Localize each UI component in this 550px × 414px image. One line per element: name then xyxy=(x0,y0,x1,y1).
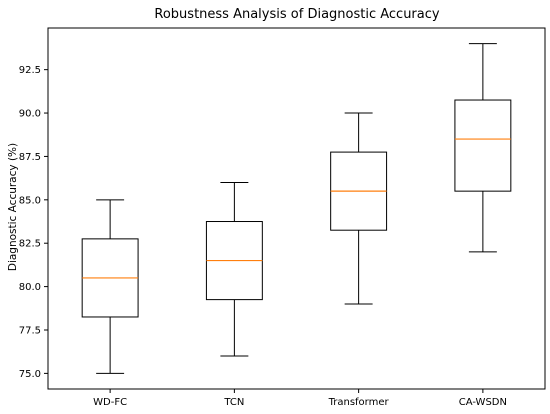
chart-title: Robustness Analysis of Diagnostic Accura… xyxy=(154,7,439,22)
y-tick-label: 82.5 xyxy=(19,239,41,250)
plot-frame xyxy=(47,27,546,390)
y-tick-label: 80.0 xyxy=(19,282,41,293)
box-iqr xyxy=(454,99,512,192)
x-tick-label: WD-FC xyxy=(93,397,127,408)
x-tick-label: Transformer xyxy=(328,397,390,408)
y-tick-label: 77.5 xyxy=(19,325,41,336)
y-tick-label: 90.0 xyxy=(19,109,41,120)
x-tick-label: CA-WSDN xyxy=(459,397,507,408)
y-tick-label: 87.5 xyxy=(19,152,41,163)
y-tick-label: 75.0 xyxy=(19,369,41,380)
plot-area: 75.0 77.5 80.0 82.5 85.0 87.5 90.0 92.5 WD-FC TCN… xyxy=(19,27,546,408)
y-axis-label: Diagnostic Accuracy (%) xyxy=(7,143,19,271)
y-tick-label: 85.0 xyxy=(19,195,41,206)
y-tick-label: 92.5 xyxy=(19,65,41,76)
x-tick-label: TCN xyxy=(223,397,244,408)
